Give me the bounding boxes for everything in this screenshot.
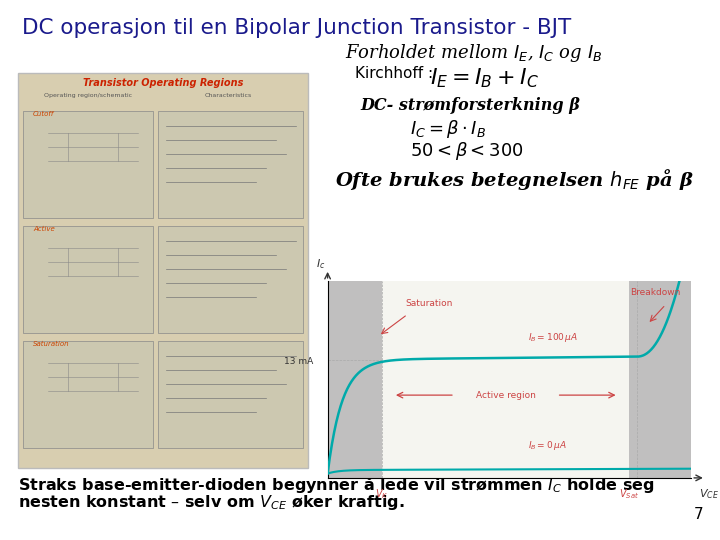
Text: Forholdet mellom $I_E$, $I_C$ og $I_B$: Forholdet mellom $I_E$, $I_C$ og $I_B$ [345, 42, 602, 64]
Text: Breakdown: Breakdown [630, 288, 680, 296]
Text: Straks base-emitter-dioden begynner å lede vil strømmen $I_C$ holde seg: Straks base-emitter-dioden begynner å le… [18, 474, 654, 495]
Text: Active region: Active region [476, 390, 536, 400]
Text: 13 mA: 13 mA [284, 357, 313, 366]
Bar [158, 341, 303, 448]
Text: $V_K$: $V_K$ [375, 488, 389, 502]
Text: $I_C = \beta \cdot I_B$: $I_C = \beta \cdot I_B$ [410, 118, 486, 140]
Text: $50 < \beta < 300$: $50 < \beta < 300$ [410, 140, 523, 162]
Text: nesten konstant – selv om $V_{CE}$ øker kraftig.: nesten konstant – selv om $V_{CE}$ øker … [18, 493, 405, 512]
Text: Kirchhoff :: Kirchhoff : [355, 66, 438, 81]
Text: $I_B = 100\,\mu A$: $I_B = 100\,\mu A$ [528, 331, 577, 344]
Text: $I_c$: $I_c$ [315, 257, 325, 271]
Text: Characteristics: Characteristics [204, 93, 251, 98]
Text: Active: Active [33, 226, 55, 232]
Bar [23, 341, 153, 448]
Text: Operating region/schematic: Operating region/schematic [44, 93, 132, 98]
Text: Transistor Operating Regions: Transistor Operating Regions [83, 78, 243, 88]
Text: $V_{Sat}$: $V_{Sat}$ [619, 488, 639, 502]
Bar [328, 281, 382, 478]
Text: Ofte brukes betegnelsen $h_{FE}$ på β: Ofte brukes betegnelsen $h_{FE}$ på β [335, 167, 693, 192]
Bar [158, 111, 303, 218]
Bar [158, 226, 303, 333]
Bar [629, 281, 691, 478]
Text: 7: 7 [693, 507, 703, 522]
Bar [18, 73, 308, 468]
Text: Cutoff: Cutoff [33, 111, 55, 117]
Text: $V_{CE}$: $V_{CE}$ [699, 488, 719, 502]
Text: DC- strømforsterkning β: DC- strømforsterkning β [360, 97, 580, 114]
Text: $I_B = 0\,\mu A$: $I_B = 0\,\mu A$ [528, 440, 567, 453]
Text: DC operasjon til en Bipolar Junction Transistor - BJT: DC operasjon til en Bipolar Junction Tra… [22, 18, 571, 38]
Text: Saturation: Saturation [33, 341, 70, 347]
Bar [23, 226, 153, 333]
Text: $I_E = I_B + I_C$: $I_E = I_B + I_C$ [430, 66, 539, 90]
Text: Saturation: Saturation [406, 299, 453, 308]
Bar [23, 111, 153, 218]
